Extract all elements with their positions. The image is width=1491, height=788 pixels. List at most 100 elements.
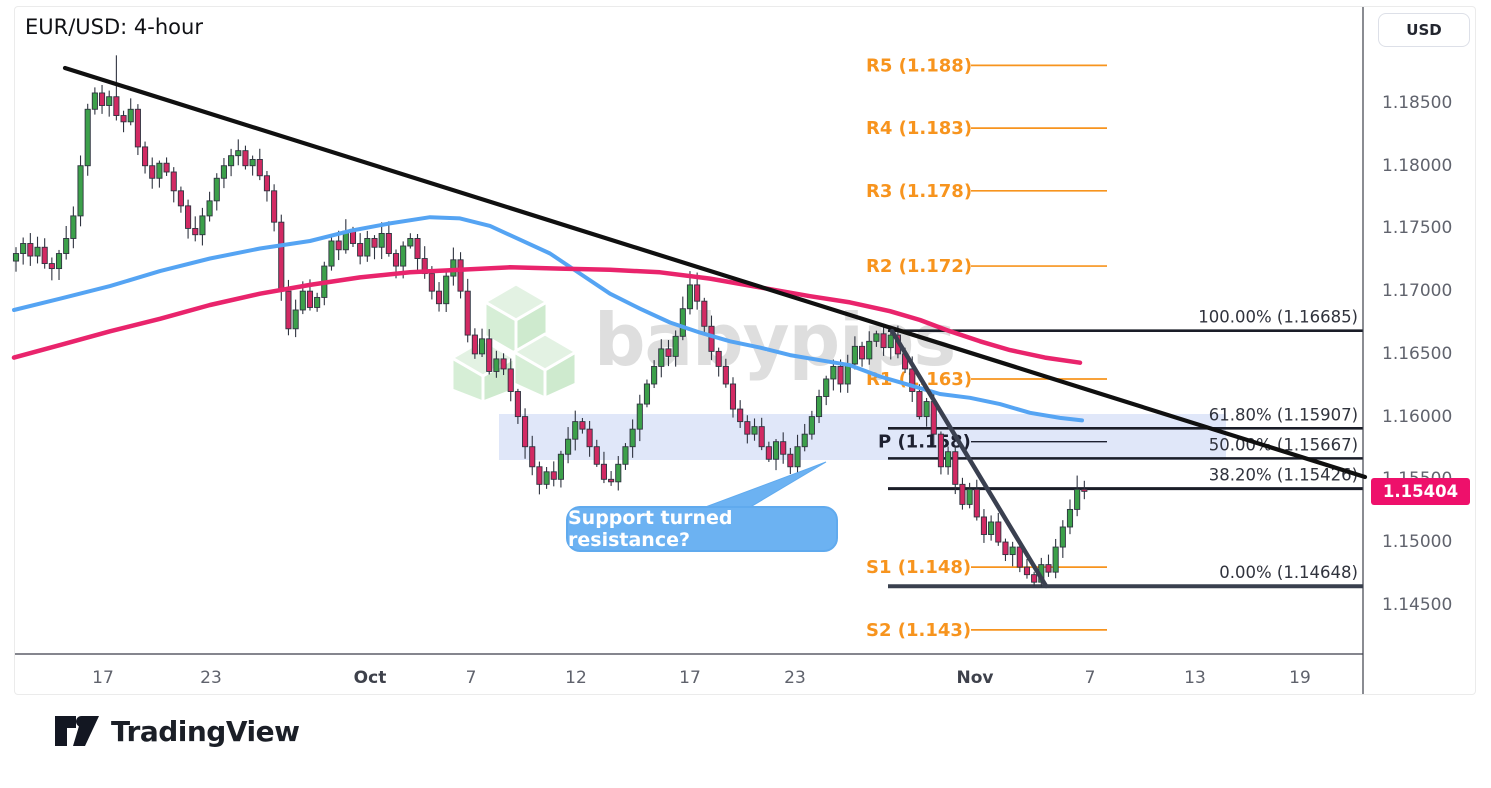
ma-slow-pink <box>11 265 1083 365</box>
candle <box>106 96 113 106</box>
candle <box>916 391 923 418</box>
candle <box>772 441 780 460</box>
candle <box>1031 574 1038 583</box>
candle <box>887 334 894 349</box>
candle <box>952 451 959 485</box>
currency-button[interactable]: USD <box>1378 13 1470 47</box>
time-axis-label: 7 <box>465 668 477 688</box>
candle <box>959 483 966 505</box>
fib-level-label: 0.00% (1.14648) <box>1219 563 1358 582</box>
candle <box>643 383 651 405</box>
time-axis-label: Nov <box>956 668 994 688</box>
falling-resistance-trendline[interactable] <box>62 65 1368 480</box>
candle <box>113 96 120 116</box>
price-axis-label: 1.17000 <box>1382 281 1453 302</box>
candle <box>1052 546 1059 573</box>
candle <box>1059 526 1066 548</box>
candle <box>622 446 629 465</box>
candle <box>744 421 751 435</box>
ma-fast-blue <box>12 215 1084 423</box>
candle <box>84 108 91 167</box>
candle <box>1023 566 1031 576</box>
steep-selloff-line[interactable] <box>889 328 1049 589</box>
fib-level-label: 100.00% (1.16685) <box>1198 308 1358 327</box>
candle <box>242 150 249 167</box>
candle <box>120 115 127 123</box>
candle <box>543 471 550 485</box>
candle <box>48 263 55 270</box>
candle <box>837 365 844 385</box>
candle <box>988 521 995 535</box>
candle <box>815 396 823 418</box>
candle <box>514 391 521 418</box>
callout: Support turned resistance? <box>566 506 838 552</box>
candle <box>20 243 27 254</box>
time-axis-label: 19 <box>1289 668 1311 688</box>
candle <box>55 253 63 270</box>
candle <box>859 345 866 360</box>
candle <box>414 238 421 259</box>
candle <box>142 146 149 167</box>
candle <box>156 162 163 179</box>
time-axis-label: 7 <box>1084 668 1096 688</box>
candle <box>27 243 34 257</box>
time-axis-label: Oct <box>353 668 387 688</box>
candle <box>220 165 227 179</box>
candle <box>163 162 170 173</box>
candle <box>923 401 930 418</box>
candle <box>464 290 471 336</box>
candle <box>945 451 952 468</box>
candle <box>593 446 600 465</box>
candle <box>851 345 858 365</box>
time-axis-label: 17 <box>92 668 114 688</box>
candle <box>758 426 765 448</box>
candle <box>615 463 622 483</box>
candle <box>285 290 292 330</box>
candle <box>371 238 378 248</box>
candle <box>1045 564 1052 573</box>
candle <box>937 433 944 468</box>
candle <box>177 190 184 207</box>
candle <box>192 227 199 236</box>
tradingview-logo[interactable]: TradingView <box>55 712 300 750</box>
price-axis-label: 1.18000 <box>1382 155 1453 176</box>
candle <box>679 308 686 337</box>
price-axis-label: 1.16500 <box>1382 343 1453 364</box>
candle <box>966 488 973 505</box>
candle <box>199 215 206 236</box>
candle <box>701 300 708 327</box>
candle <box>909 368 916 392</box>
candle <box>751 426 758 435</box>
candle <box>392 253 400 267</box>
fib-level-label: 61.80% (1.15907) <box>1209 405 1358 424</box>
fib-level-label: 38.20% (1.15426) <box>1209 466 1358 485</box>
candle <box>507 368 514 392</box>
candle <box>801 433 808 448</box>
candle <box>1066 508 1074 528</box>
pivot-label: R2 (1.172) <box>866 256 972 277</box>
pivot-label: R4 (1.183) <box>866 118 972 139</box>
candle <box>980 516 987 535</box>
chart-frame <box>14 6 1476 695</box>
candle <box>608 478 615 483</box>
candle <box>651 365 658 385</box>
candle <box>787 453 794 468</box>
candle <box>995 521 1002 543</box>
candle <box>708 325 715 352</box>
time-axis-label: 23 <box>784 668 806 688</box>
candle <box>70 215 77 239</box>
candle <box>400 245 407 267</box>
candle <box>629 428 636 448</box>
candle <box>41 246 48 265</box>
candle <box>529 446 536 468</box>
candle <box>665 348 672 357</box>
candle <box>866 340 873 360</box>
support-zone-highlight <box>499 414 1226 461</box>
candle <box>500 358 507 370</box>
candle <box>737 408 744 423</box>
candle <box>263 175 271 192</box>
candle <box>328 240 335 267</box>
candle <box>586 428 593 448</box>
candle <box>658 348 665 367</box>
